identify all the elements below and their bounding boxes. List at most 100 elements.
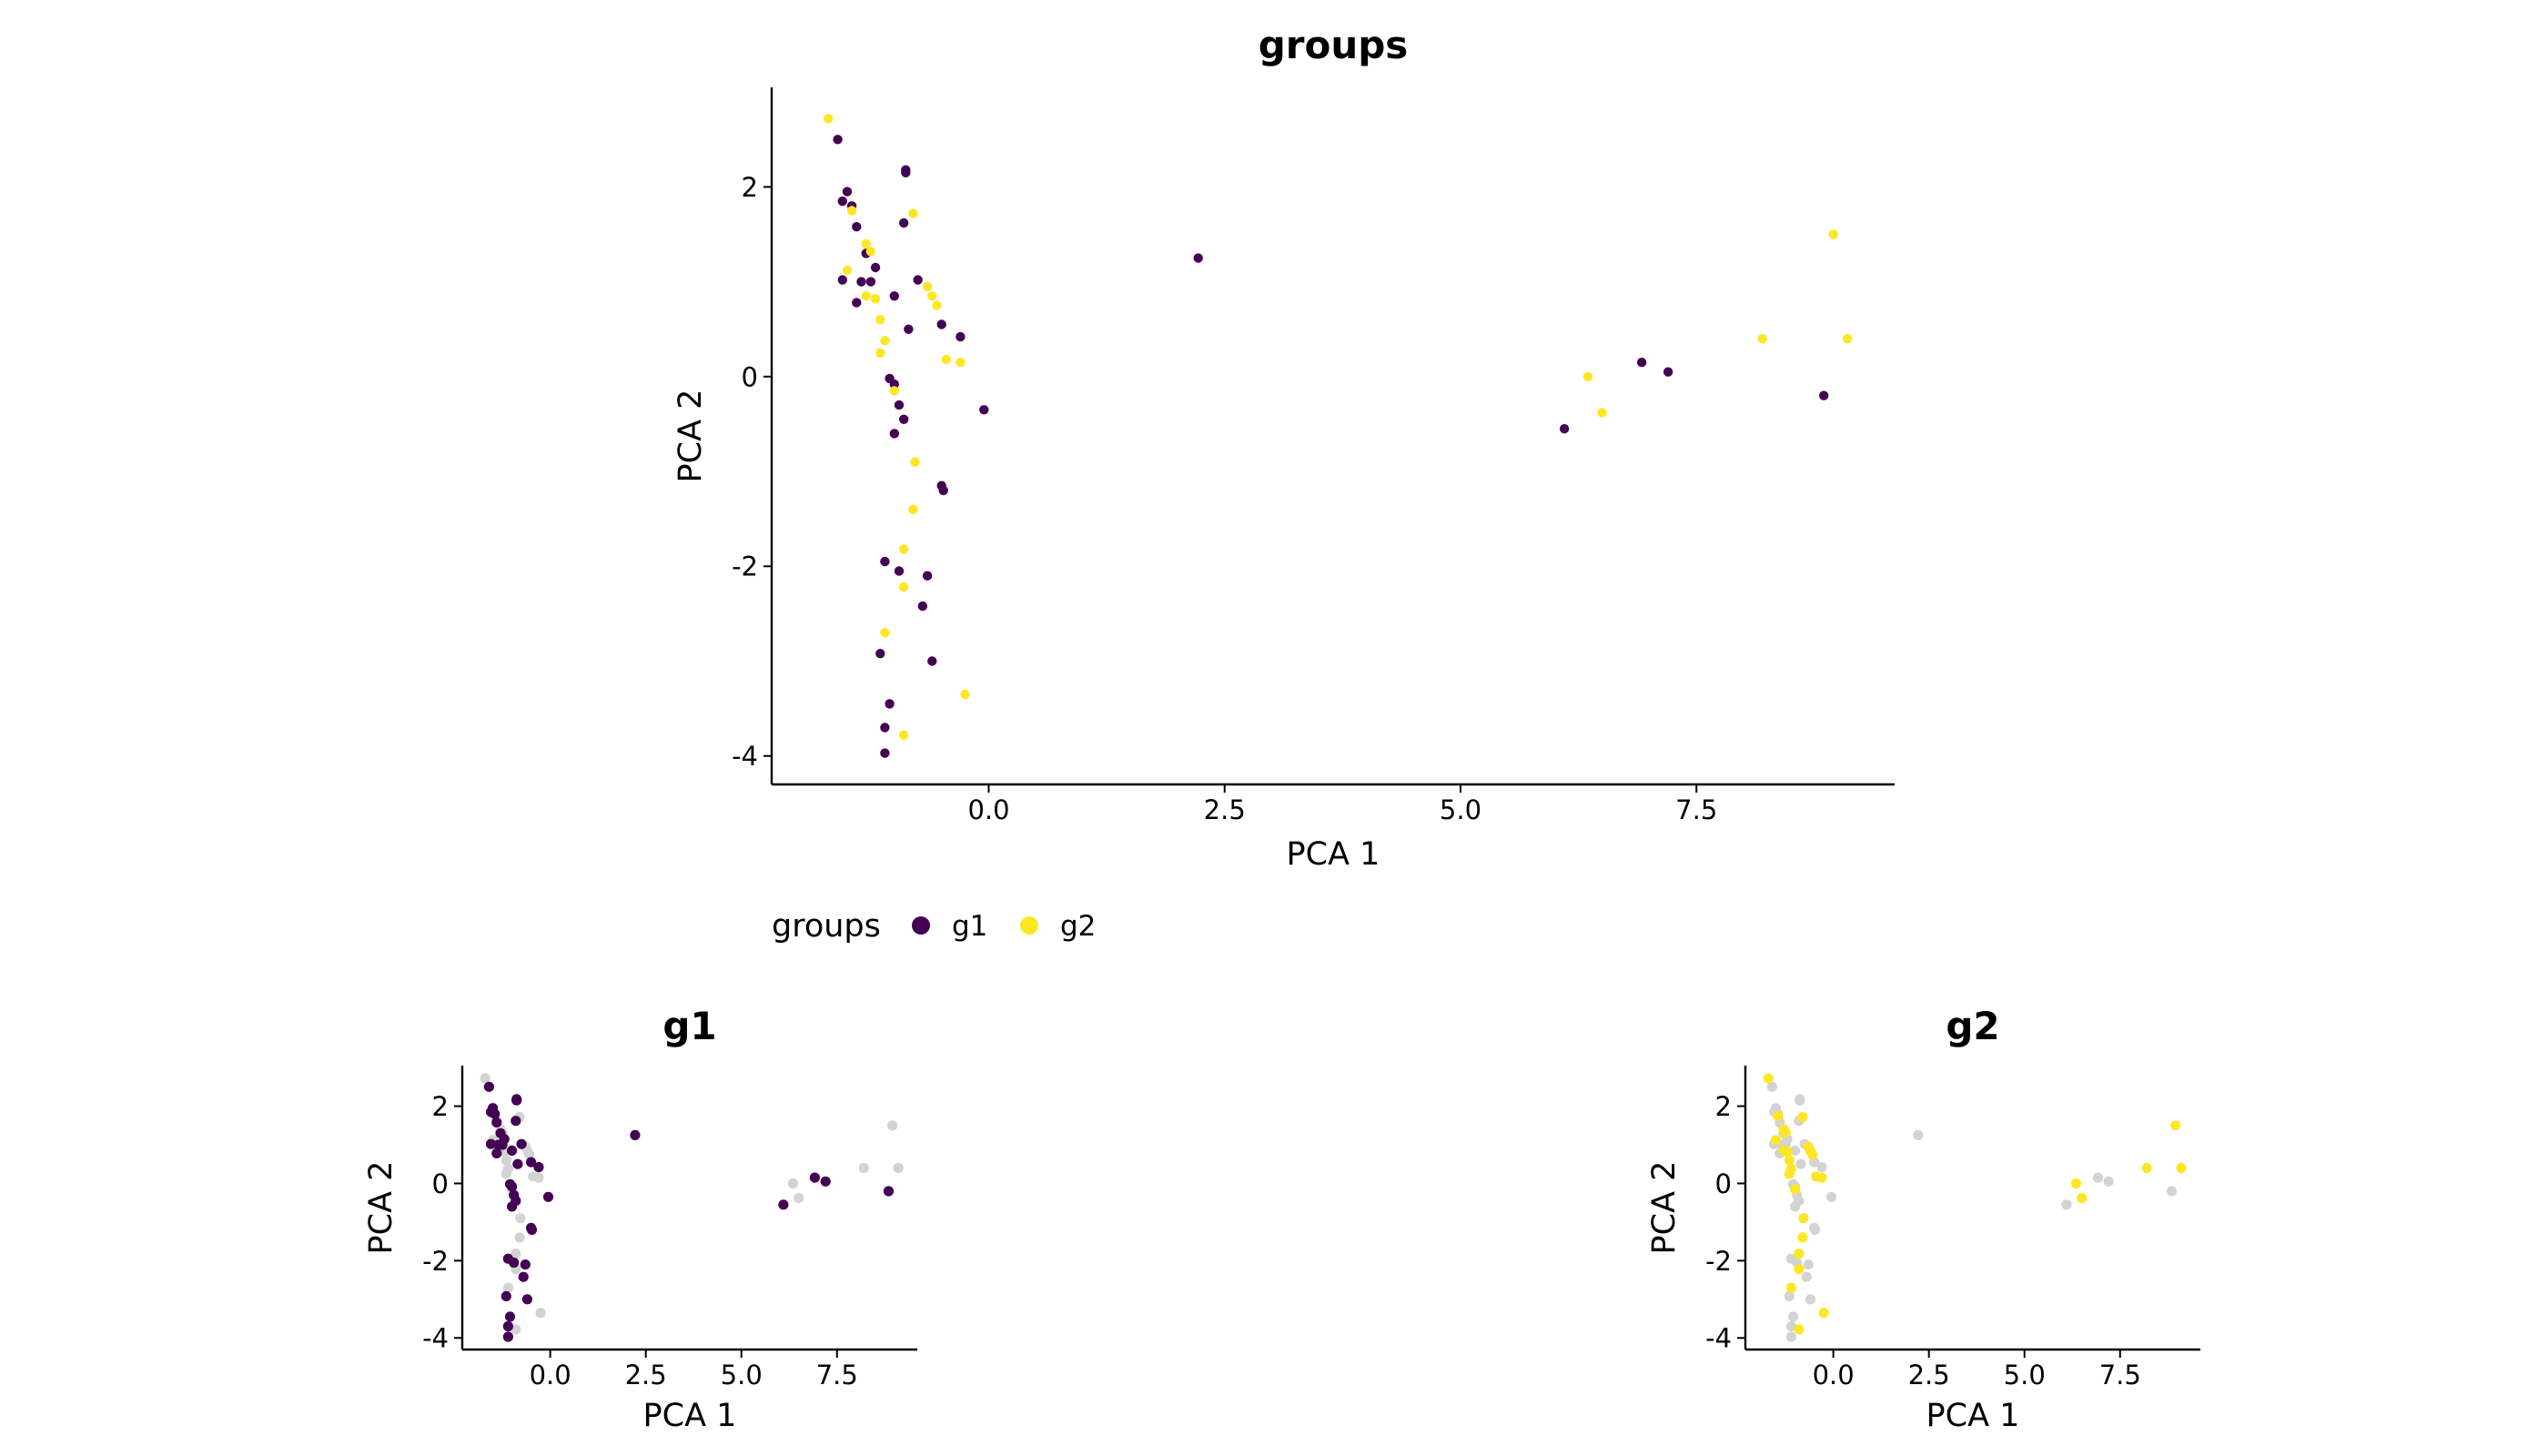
point-g1 [875,649,885,659]
chart-title: g1 [662,1004,716,1048]
point-g1 [497,1139,508,1150]
point-g2 [500,1155,511,1166]
x-tick-label: 2.5 [625,1360,667,1390]
point-g2 [502,1282,514,1293]
point-g2 [927,291,937,301]
point-g2 [932,300,942,310]
point-g1 [518,1271,529,1282]
point-g1 [509,1257,520,1269]
point-g1 [1785,1320,1796,1332]
point-g1 [2103,1176,2114,1187]
point-g1 [533,1162,544,1173]
legend-swatch-g1 [912,916,930,935]
point-g1 [899,414,909,424]
y-tick-label: -2 [422,1246,449,1277]
y-tick-label: 0 [1715,1168,1732,1199]
point-g1 [520,1259,531,1270]
point-g1 [1825,1191,1837,1202]
point-g1 [507,1201,518,1212]
point-g2 [1797,1232,1808,1243]
point-g2 [480,1073,490,1084]
point-g1 [901,167,911,177]
legend-title: groups [772,908,881,945]
point-g1 [885,699,895,709]
point-g1 [880,556,890,567]
point-g1 [1663,367,1673,377]
point-g1 [1803,1259,1814,1270]
point-g2 [893,1162,904,1174]
x-tick-label: 7.5 [816,1360,858,1390]
point-g1 [511,1116,521,1127]
point-g1 [889,379,899,389]
point-g1 [1193,253,1203,263]
point-g2 [960,689,970,700]
point-g1 [889,429,899,439]
point-g2 [794,1193,804,1204]
point-g1 [1559,424,1570,434]
point-g1 [1636,358,1647,368]
chart-title: g2 [1946,1004,1999,1048]
y-axis-label: PCA 2 [363,1161,399,1255]
x-tick-label: 7.5 [2099,1360,2141,1390]
point-g1 [913,275,923,285]
x-tick-label: 0.0 [530,1360,571,1390]
point-g2 [842,265,853,276]
point-g1 [852,298,862,308]
y-tick-label: 2 [432,1091,449,1122]
point-g1 [1819,390,1829,400]
point-g2 [502,1163,514,1174]
point-g1 [511,1095,522,1106]
point-g2 [1785,1282,1796,1293]
point-g2 [908,208,918,218]
point-g1 [1787,1311,1799,1322]
point-g1 [1913,1129,1924,1140]
point-g1 [502,1320,514,1332]
y-tick-label: -4 [422,1323,449,1354]
point-g2 [2077,1193,2088,1204]
point-g1 [1790,1145,1801,1156]
x-axis-label: PCA 1 [1926,1398,2020,1434]
x-axis-label: PCA 1 [1287,836,1380,873]
point-g1 [837,196,847,207]
point-g2 [899,730,909,740]
point-g1 [894,399,905,410]
point-g1 [526,1157,537,1168]
legend-label-g1: g1 [952,910,987,943]
points [1763,1073,2187,1342]
point-g1 [1809,1157,1820,1168]
point-g1 [512,1158,523,1169]
point-g1 [833,135,843,145]
y-tick-label: 2 [742,172,758,203]
point-g2 [846,206,857,216]
point-g2 [2176,1162,2187,1174]
point-g2 [870,294,881,304]
point-g2 [1806,1149,1818,1160]
point-g2 [1818,1308,1829,1319]
point-g2 [875,315,885,325]
point-g2 [1757,334,1768,344]
point-g2 [880,336,890,346]
point-g1 [1766,1081,1777,1092]
point-g1 [630,1129,641,1140]
x-tick-label: 0.0 [967,794,1009,825]
point-g1 [1816,1162,1827,1173]
point-g1 [507,1145,518,1156]
point-g2 [1773,1110,1784,1121]
x-tick-label: 7.5 [1675,794,1717,825]
point-g2 [1816,1172,1827,1183]
x-tick-label: 5.0 [1440,794,1481,825]
point-g1 [1805,1294,1815,1305]
point-g2 [514,1232,525,1243]
point-g2 [2170,1120,2181,1131]
point-g1 [491,1117,502,1127]
point-g1 [852,222,862,232]
point-g1 [1795,1095,1805,1106]
point-g1 [1784,1290,1795,1301]
point-g1 [1795,1158,1806,1169]
point-g1 [778,1199,789,1210]
point-g2 [880,628,890,638]
point-g1 [491,1148,502,1158]
point-g1 [956,331,966,342]
point-g2 [1798,1213,1809,1224]
